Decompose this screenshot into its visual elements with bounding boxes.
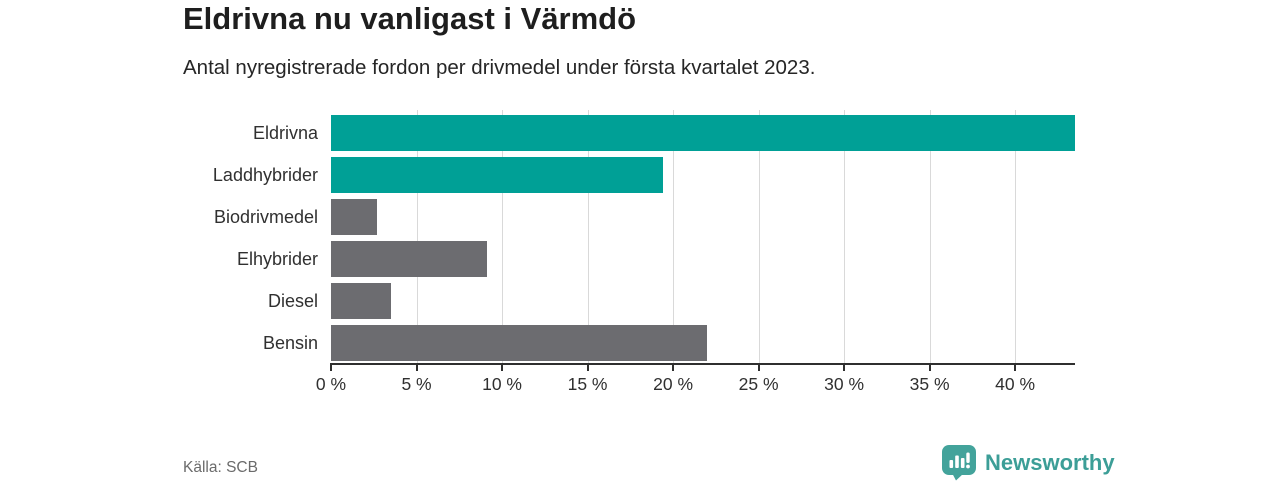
tick-label: 30 % <box>824 374 865 394</box>
tick-label: 5 % <box>401 374 432 394</box>
gridline <box>758 110 760 363</box>
gridline <box>1015 110 1017 363</box>
tick-mark <box>330 363 332 371</box>
bar-eldrivna <box>331 115 1075 151</box>
category-label: Elhybrider <box>236 249 318 269</box>
category-label: Bensin <box>262 333 318 353</box>
bar-bensin <box>331 325 708 361</box>
tick-mark <box>843 363 846 371</box>
bar-diesel <box>331 283 391 319</box>
tick-mark <box>415 363 418 371</box>
source-note: Källa: SCB <box>183 459 258 476</box>
tick-label: 10 % <box>482 374 522 394</box>
newsworthy-barchart-pin-icon <box>942 445 976 481</box>
gridline <box>844 110 846 363</box>
chart-title: Eldrivna nu vanligast i Värmdö <box>183 1 637 36</box>
category-axis: Eldrivna Laddhybrider Biodrivmedel Elhybrid… <box>120 110 318 363</box>
plot-area: 0 % 5 % 10 % 15 % 20 % 25 % 30 % 35 % 40 % <box>316 110 1075 394</box>
tick-label: 40 % <box>995 374 1036 394</box>
newsworthy-wordmark: Newsworthy <box>985 450 1115 475</box>
category-label: Biodrivmedel <box>213 207 318 227</box>
newsworthy-logo: Newsworthy <box>942 445 1115 481</box>
tick-label: 0 % <box>315 374 347 394</box>
category-label: Eldrivna <box>252 123 318 143</box>
gridline <box>673 110 675 363</box>
tick-mark <box>928 363 931 371</box>
gridline <box>587 110 589 363</box>
tick-label: 35 % <box>909 374 950 394</box>
tick-label: 25 % <box>738 374 779 394</box>
tick-mark <box>586 363 589 371</box>
tick-mark <box>672 363 675 371</box>
gridline <box>416 110 418 363</box>
tick-mark <box>501 363 504 371</box>
tick-mark <box>757 363 760 371</box>
gridline <box>929 110 931 363</box>
tick-label: 20 % <box>653 374 694 394</box>
category-label: Laddhybrider <box>212 165 318 185</box>
bar-laddhybrider <box>331 157 663 193</box>
chart-subtitle: Antal nyregistrerade fordon per drivmede… <box>183 56 816 79</box>
gridline <box>502 110 504 363</box>
bar-elhybrider <box>331 241 487 277</box>
tick-label: 15 % <box>567 374 608 394</box>
category-label: Diesel <box>267 291 318 311</box>
bar-biodrivmedel <box>331 199 378 235</box>
tick-mark <box>1014 363 1017 371</box>
